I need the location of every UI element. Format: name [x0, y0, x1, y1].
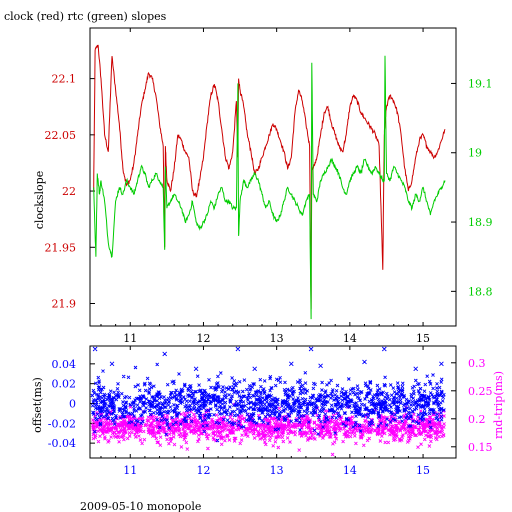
offset-y2-tick-label: 0.25: [468, 385, 493, 398]
slopes-x-tick-label: 14: [343, 332, 357, 345]
offset-y2-tick-label: 0.15: [468, 441, 493, 454]
slopes-y-tick-label: 21.9: [52, 298, 77, 311]
slopes-x-tick-label: 13: [270, 332, 284, 345]
offset-y-tick-label: -0.04: [48, 437, 76, 450]
rtc-series-line: [93, 55, 446, 320]
slopes-y2-tick-label: 18.9: [468, 216, 493, 229]
offset-point-marks: [90, 346, 446, 443]
offset-y2-tick-label: 0.2: [468, 413, 486, 426]
slopes-y-tick-label: 21.95: [45, 241, 77, 254]
rnd-trip-points: [90, 401, 446, 457]
offset-x-tick-label: 12: [196, 464, 210, 477]
slopes-frame: [89, 27, 457, 327]
slopes-panel: 11 12 13 14 15 21.9 21.95 22 22.05 22.1 18.8 18.9 19…: [33, 27, 493, 345]
slopes-x-tick-label: 12: [196, 332, 210, 345]
slopes-axes: 11 12 13 14 15 21.9 21.95 22 22.05 22.1 18.8 18.9 19…: [45, 28, 493, 345]
slopes-x-tick-label: 11: [123, 332, 137, 345]
offset-panel: 11 12 13 14 15 -0.04 -0.02 0 0.02 0.04 0.15 0.2 0.25…: [31, 345, 505, 477]
offset-series: [90, 346, 446, 457]
slopes-y2-tick-label: 18.8: [468, 285, 493, 298]
rnd-trip-point-marks: [90, 401, 446, 457]
slopes-y-axis-label: clockslope: [33, 171, 46, 229]
offset-y2-tick-label: 0.3: [468, 357, 486, 370]
offset-x-tick-label: 15: [416, 464, 430, 477]
offset-y-tick-label: 0.02: [52, 378, 77, 391]
offset-y-tick-label: 0.04: [52, 358, 77, 371]
rndtrip-y-axis-label: rnd-trip(ms): [492, 371, 505, 439]
footer-caption: 2009-05-10 monopole: [80, 500, 201, 512]
slopes-y2-tick-label: 19: [468, 147, 482, 160]
offset-x-tick-label: 11: [123, 464, 137, 477]
offset-x-tick-label: 14: [343, 464, 357, 477]
slopes-y-tick-label: 22: [62, 185, 76, 198]
slopes-y-tick-label: 22.05: [45, 129, 77, 142]
slopes-y-tick-label: 22.1: [52, 73, 77, 86]
offset-points: [90, 346, 446, 443]
offset-y-axis-label: offset(ms): [31, 377, 44, 433]
slopes-x-tick-label: 15: [416, 332, 430, 345]
offset-y-tick-label: 0: [69, 397, 76, 410]
slopes-y2-tick-label: 19.1: [468, 77, 493, 90]
offset-y-tick-label: -0.02: [48, 417, 76, 430]
slopes-series: [93, 44, 446, 320]
offset-x-tick-label: 13: [270, 464, 284, 477]
offset-axes: 11 12 13 14 15 -0.04 -0.02 0 0.02 0.04 0.15 0.2 0.25…: [48, 346, 493, 477]
chart-title: clock (red) rtc (green) slopes: [4, 10, 167, 23]
offset-frame: [89, 345, 457, 459]
